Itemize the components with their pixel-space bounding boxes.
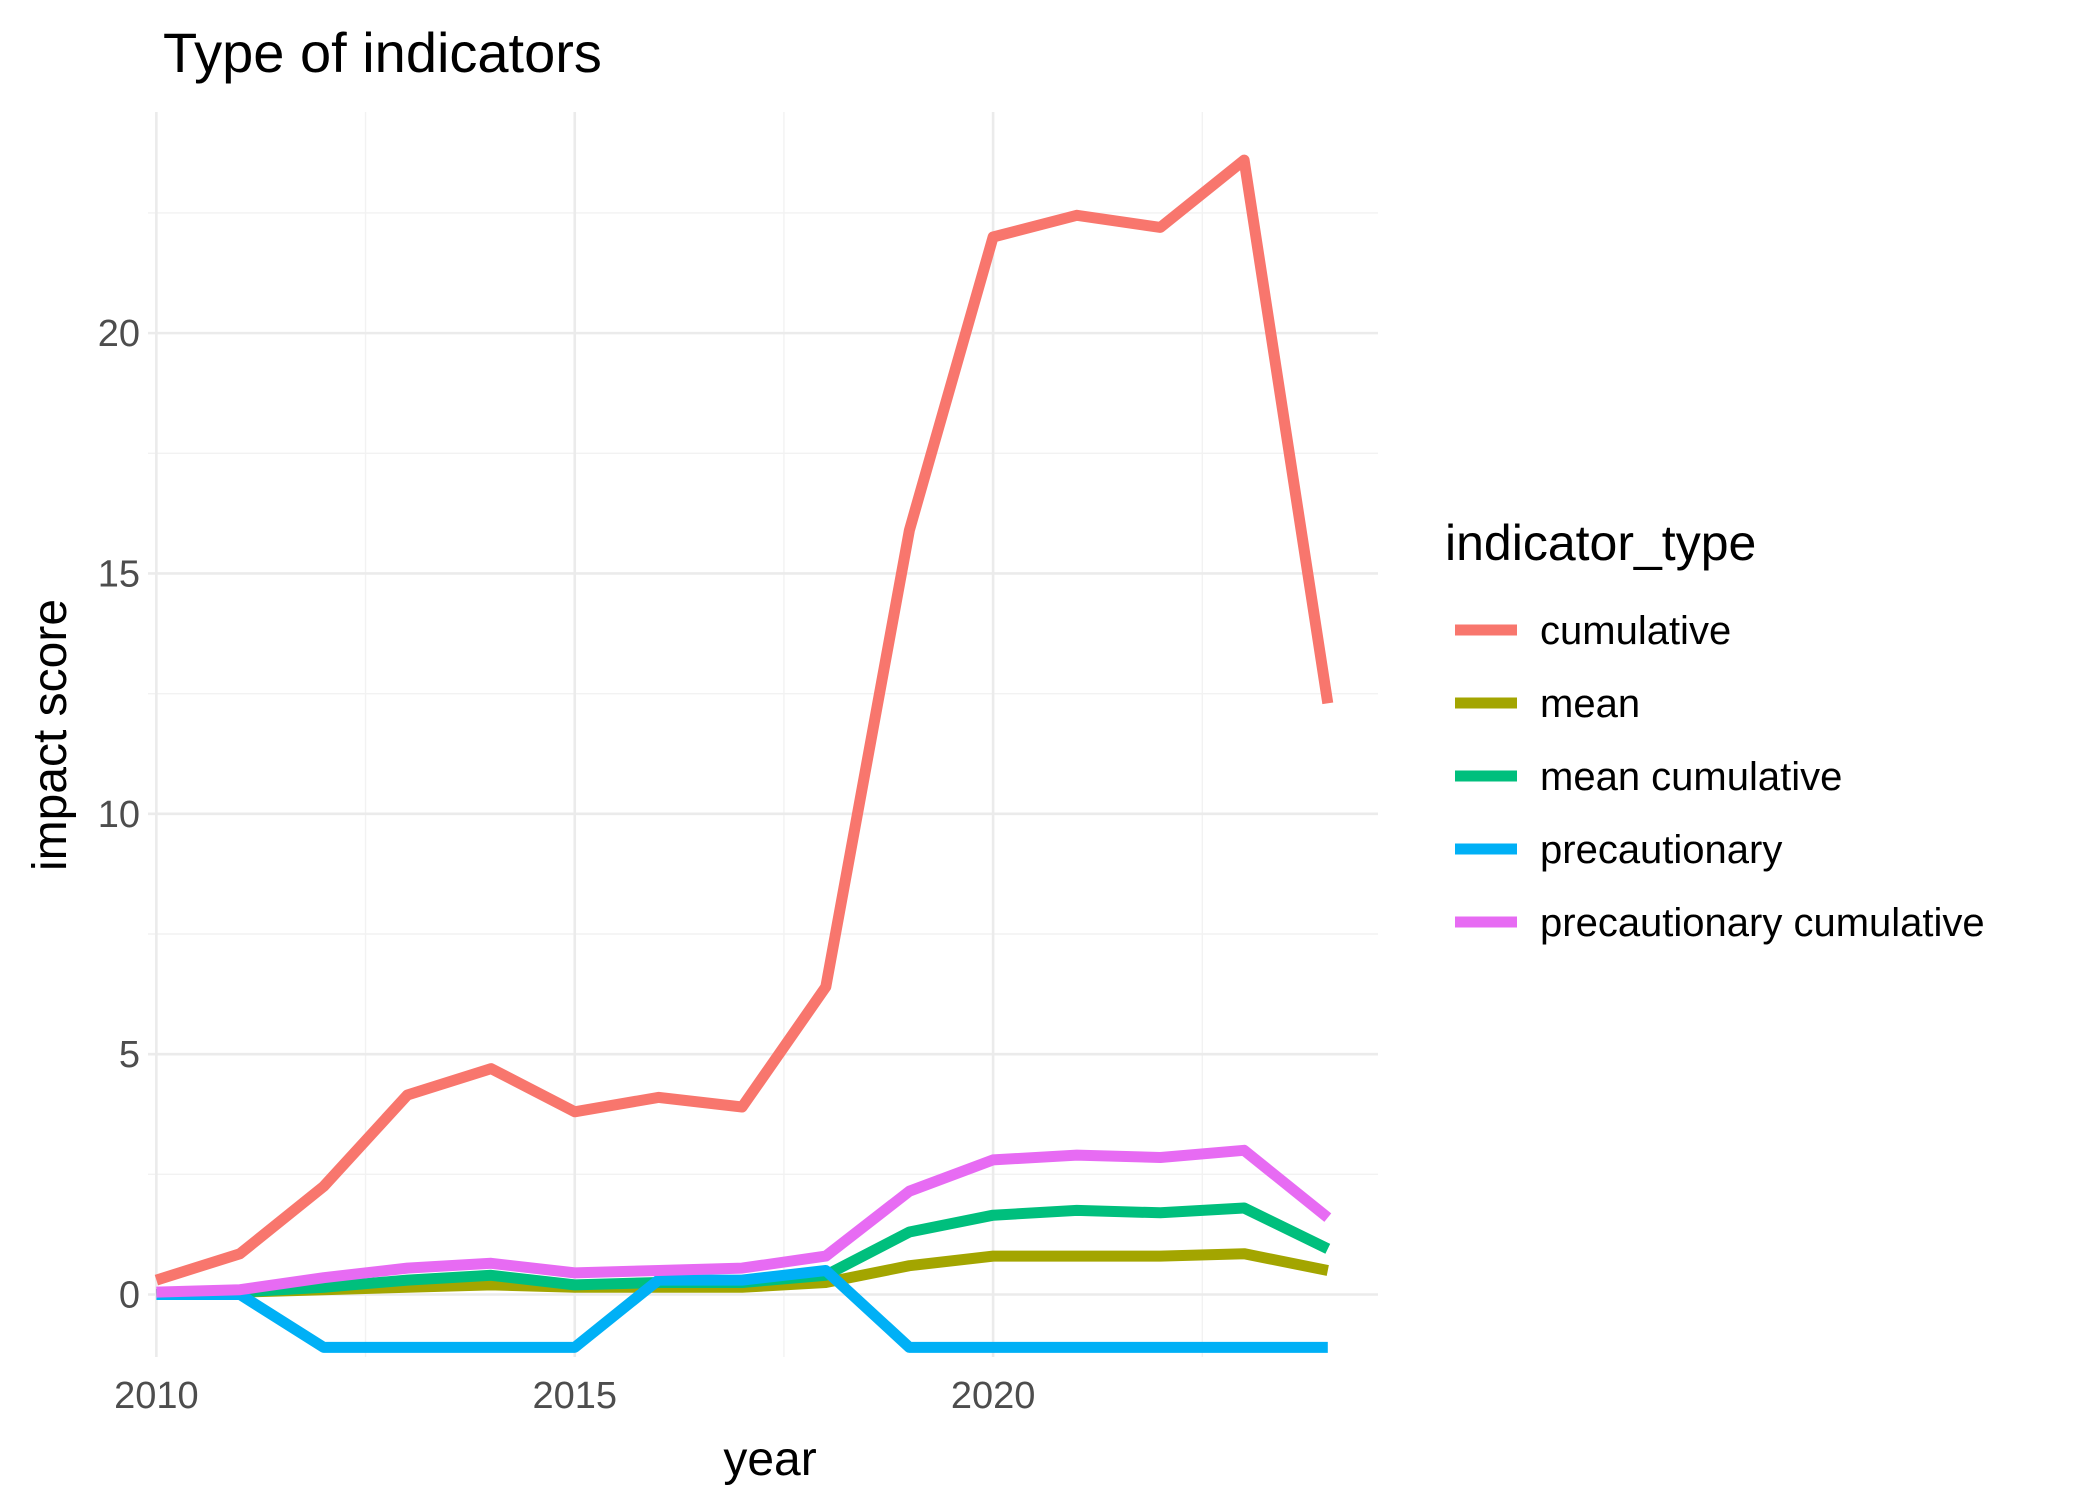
chart-title: Type of indicators xyxy=(163,21,602,84)
grid xyxy=(148,112,1378,1357)
x-axis-title: year xyxy=(723,1433,816,1486)
y-tick-label: 0 xyxy=(119,1275,140,1317)
x-tick-label: 2015 xyxy=(532,1375,617,1417)
y-tick-label: 10 xyxy=(98,794,140,836)
legend-items: cumulative mean mean cumulative precautiona… xyxy=(1455,609,1985,945)
legend-label-precautionary: precautionary xyxy=(1540,828,1782,872)
legend-label-mean-cumulative: mean cumulative xyxy=(1540,755,1842,799)
y-axis-title: impact score xyxy=(24,599,77,871)
tick-labels: 2010 2015 2020 0 5 10 15 20 xyxy=(98,313,1036,1417)
legend-label-cumulative: cumulative xyxy=(1540,609,1731,653)
series-line-precautionary-cumulative xyxy=(156,1144,1332,1298)
legend: indicator_type cumulative mean mean cumula… xyxy=(1445,515,1985,945)
series-lines xyxy=(154,154,1334,1353)
series-line-cumulative xyxy=(154,154,1334,1286)
legend-label-mean: mean xyxy=(1540,682,1640,726)
legend-title: indicator_type xyxy=(1445,515,1756,571)
x-tick-label: 2020 xyxy=(951,1375,1036,1417)
y-tick-label: 20 xyxy=(98,313,140,355)
series-line-precautionary xyxy=(156,1265,1328,1353)
y-tick-label: 5 xyxy=(119,1034,140,1076)
x-tick-label: 2010 xyxy=(114,1375,199,1417)
legend-label-precautionary-cumulative: precautionary cumulative xyxy=(1540,901,1985,945)
y-tick-label: 15 xyxy=(98,553,140,595)
